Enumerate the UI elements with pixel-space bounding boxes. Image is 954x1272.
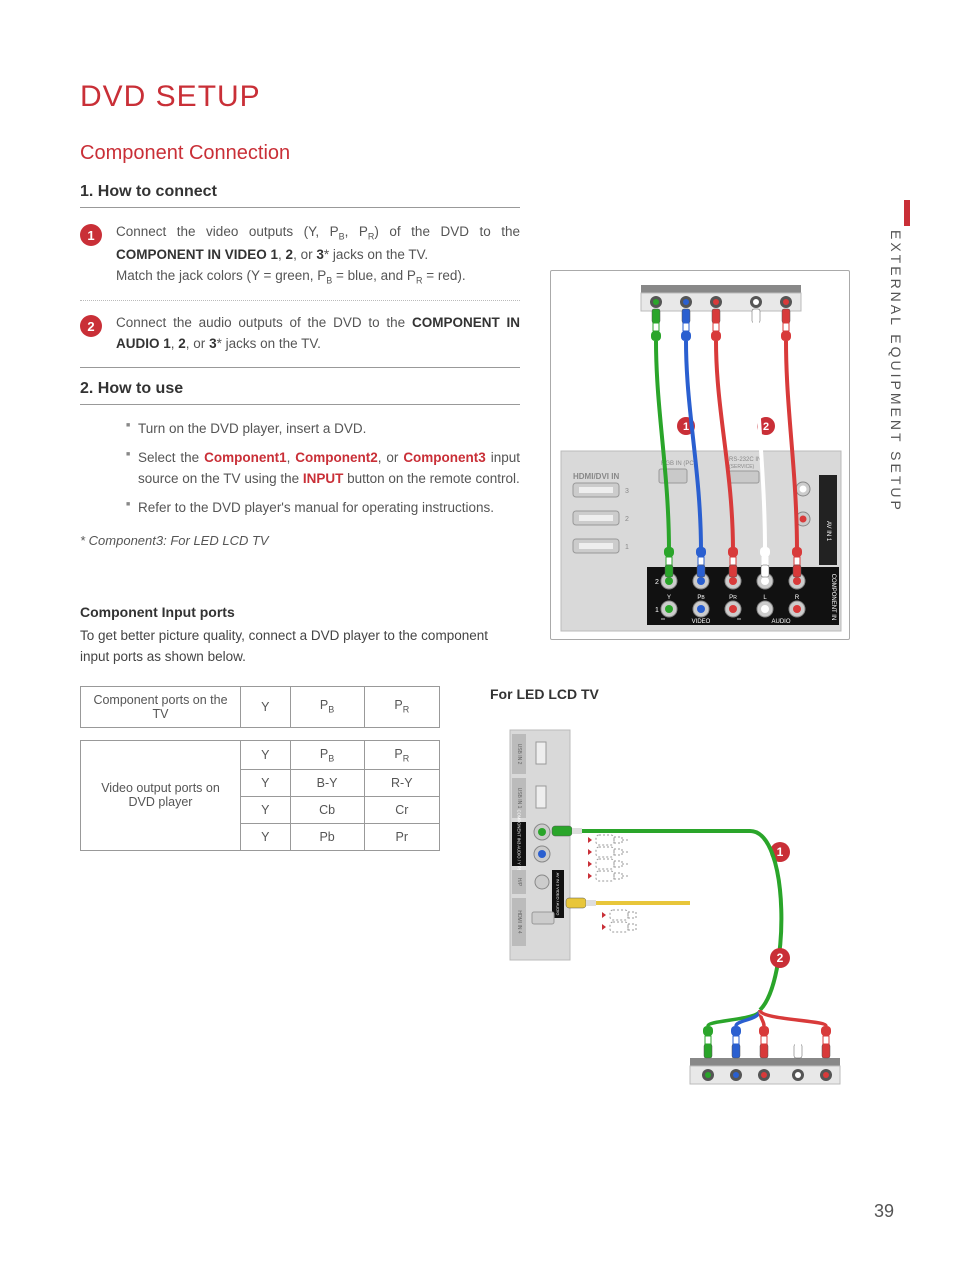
cell: Pr <box>364 824 439 851</box>
svg-text:1: 1 <box>625 544 629 551</box>
connect-step-2: 2 Connect the audio outputs of the DVD t… <box>80 313 520 368</box>
page-number: 39 <box>874 1201 894 1222</box>
svg-text:(SERVICE): (SERVICE) <box>729 464 755 470</box>
svg-text:VIDEO: VIDEO <box>692 619 711 625</box>
use-item-3: Refer to the DVD player's manual for ope… <box>126 498 520 519</box>
ports-h0: Component ports on the TV <box>81 686 241 727</box>
ports-h2: PB <box>290 686 364 727</box>
svg-text:PB: PB <box>697 595 705 601</box>
ports-h3: PR <box>364 686 439 727</box>
footnote: * Component3: For LED LCD TV <box>80 533 520 548</box>
diagram-led-lcd: USB IN 2 USB IN 1COMPONENT IN3 AUDIO / Y … <box>480 720 850 1100</box>
cell: PR <box>364 740 439 770</box>
svg-text:R: R <box>795 595 800 601</box>
diagram2-svg: USB IN 2 USB IN 1COMPONENT IN3 AUDIO / Y … <box>480 720 850 1100</box>
side-tab: EXTERNAL EQUIPMENT SETUP <box>888 230 904 513</box>
page-title: DVD SETUP <box>80 80 884 114</box>
use-item-2: Select the Component1, Component2, or Co… <box>126 448 520 490</box>
section-connect-heading: 1. How to connect <box>80 183 520 208</box>
step-text-2: Connect the audio outputs of the DVD to … <box>116 313 520 355</box>
cell: Y <box>241 770 291 797</box>
section-use-heading: 2. How to use <box>80 380 520 405</box>
cell: PB <box>290 740 364 770</box>
svg-text:1: 1 <box>683 421 689 433</box>
ports-desc: To get better picture quality, connect a… <box>80 626 500 668</box>
svg-text:USB IN 2: USB IN 2 <box>516 744 522 765</box>
side-tab-accent <box>904 200 910 226</box>
svg-text:AV IN 3 VIDEO / AUDIO: AV IN 3 VIDEO / AUDIO <box>556 873 561 916</box>
use-item-1: Turn on the DVD player, insert a DVD. <box>126 419 520 440</box>
ports-h1: Y <box>241 686 291 727</box>
cell: Pb <box>290 824 364 851</box>
side-tab-label: EXTERNAL EQUIPMENT SETUP <box>888 230 904 513</box>
step-badge-1: 1 <box>80 224 102 246</box>
ports-heading: Component Input ports <box>80 604 520 620</box>
step-badge-2: 2 <box>80 315 102 337</box>
svg-text:1: 1 <box>655 607 659 614</box>
svg-text:2: 2 <box>777 951 784 965</box>
diagram-component-connection: 12HDMI/DVI IN321RGB IN (PC)RS-232C IN(SE… <box>550 270 850 640</box>
diagram1-svg: 12HDMI/DVI IN321RGB IN (PC)RS-232C IN(SE… <box>551 271 851 641</box>
cell: Y <box>241 797 291 824</box>
svg-text:COMPONENT IN: COMPONENT IN <box>830 574 836 621</box>
connect-step-1: 1 Connect the video outputs (Y, PB, PR) … <box>80 222 520 301</box>
left-column: 1. How to connect 1 Connect the video ou… <box>80 183 520 851</box>
svg-text:AUDIO: AUDIO <box>771 619 790 625</box>
ports-header-row: Component ports on the TV Y PB PR <box>81 686 440 727</box>
svg-text:HDMI/DVI IN: HDMI/DVI IN <box>573 472 619 481</box>
svg-text:USB IN 1: USB IN 1 <box>516 788 522 809</box>
cell: Cb <box>290 797 364 824</box>
svg-text:1: 1 <box>777 845 784 859</box>
svg-text:HDMI IN 4: HDMI IN 4 <box>516 910 522 934</box>
svg-text:2: 2 <box>625 516 629 523</box>
page-subtitle: Component Connection <box>80 142 884 165</box>
cell: B-Y <box>290 770 364 797</box>
svg-text:3: 3 <box>625 488 629 495</box>
ports-body-label: Video output ports on DVD player <box>81 740 241 851</box>
cell: R-Y <box>364 770 439 797</box>
svg-text:PR: PR <box>729 595 737 601</box>
cell: Cr <box>364 797 439 824</box>
svg-text:2: 2 <box>763 421 769 433</box>
diagram2-label: For LED LCD TV <box>490 686 599 702</box>
step-text-1: Connect the video outputs (Y, PB, PR) of… <box>116 222 520 288</box>
svg-text:RS-232C IN: RS-232C IN <box>729 457 761 463</box>
ports-table: Component ports on the TV Y PB PR Video … <box>80 686 440 852</box>
svg-text:Y: Y <box>667 595 671 601</box>
cell: Y <box>241 740 291 770</box>
svg-text:2: 2 <box>655 579 659 586</box>
cell: Y <box>241 824 291 851</box>
use-list: Turn on the DVD player, insert a DVD. Se… <box>80 419 520 519</box>
svg-text:H/P: H/P <box>516 878 522 887</box>
svg-text:AV IN 1: AV IN 1 <box>825 521 831 542</box>
svg-text:COMPONENT IN3 AUDIO / Y PB PR: COMPONENT IN3 AUDIO / Y PB PR <box>517 810 522 879</box>
